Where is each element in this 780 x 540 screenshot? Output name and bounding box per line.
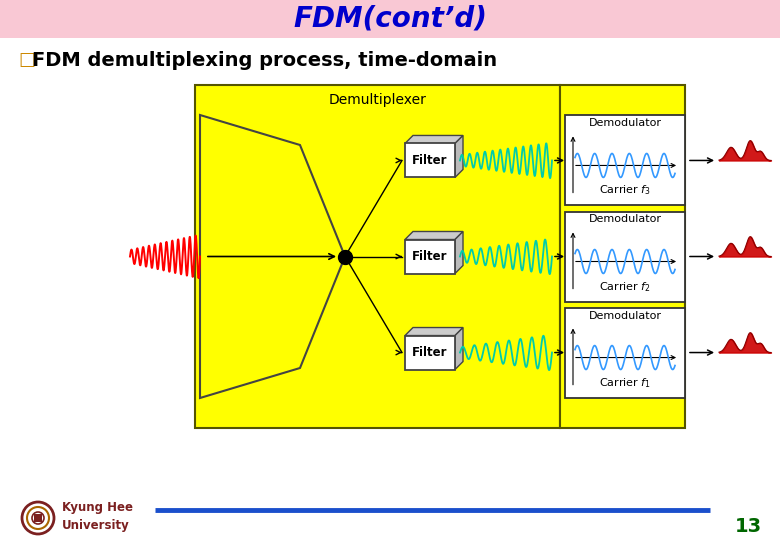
- Text: 13: 13: [735, 516, 762, 536]
- Polygon shape: [405, 328, 463, 335]
- FancyBboxPatch shape: [195, 85, 560, 428]
- Text: FDM demultiplexing process, time-domain: FDM demultiplexing process, time-domain: [32, 51, 497, 70]
- FancyBboxPatch shape: [560, 85, 685, 428]
- Polygon shape: [405, 232, 463, 240]
- Polygon shape: [455, 232, 463, 273]
- Text: Filter: Filter: [413, 346, 448, 359]
- Polygon shape: [200, 115, 345, 398]
- FancyBboxPatch shape: [0, 0, 780, 38]
- Text: Demodulator: Demodulator: [588, 214, 661, 225]
- Bar: [34, 514, 42, 522]
- Text: Carrier $f_2$: Carrier $f_2$: [599, 280, 651, 294]
- Text: Filter: Filter: [413, 250, 448, 263]
- Text: □: □: [18, 51, 35, 69]
- Polygon shape: [405, 136, 463, 144]
- Text: Filter: Filter: [413, 154, 448, 167]
- FancyBboxPatch shape: [405, 240, 455, 273]
- Text: Carrier $f_3$: Carrier $f_3$: [599, 184, 651, 198]
- FancyBboxPatch shape: [565, 116, 685, 205]
- Polygon shape: [455, 328, 463, 369]
- Text: Demodulator: Demodulator: [588, 310, 661, 321]
- Text: FDM(cont’d): FDM(cont’d): [293, 5, 487, 33]
- Text: Kyung Hee
University: Kyung Hee University: [62, 501, 133, 531]
- FancyBboxPatch shape: [565, 212, 685, 301]
- Text: Demultiplexer: Demultiplexer: [328, 93, 427, 107]
- Polygon shape: [455, 136, 463, 178]
- FancyBboxPatch shape: [565, 308, 685, 397]
- FancyBboxPatch shape: [405, 144, 455, 178]
- FancyBboxPatch shape: [405, 335, 455, 369]
- Text: Carrier $f_1$: Carrier $f_1$: [599, 376, 651, 389]
- Text: Demodulator: Demodulator: [588, 118, 661, 129]
